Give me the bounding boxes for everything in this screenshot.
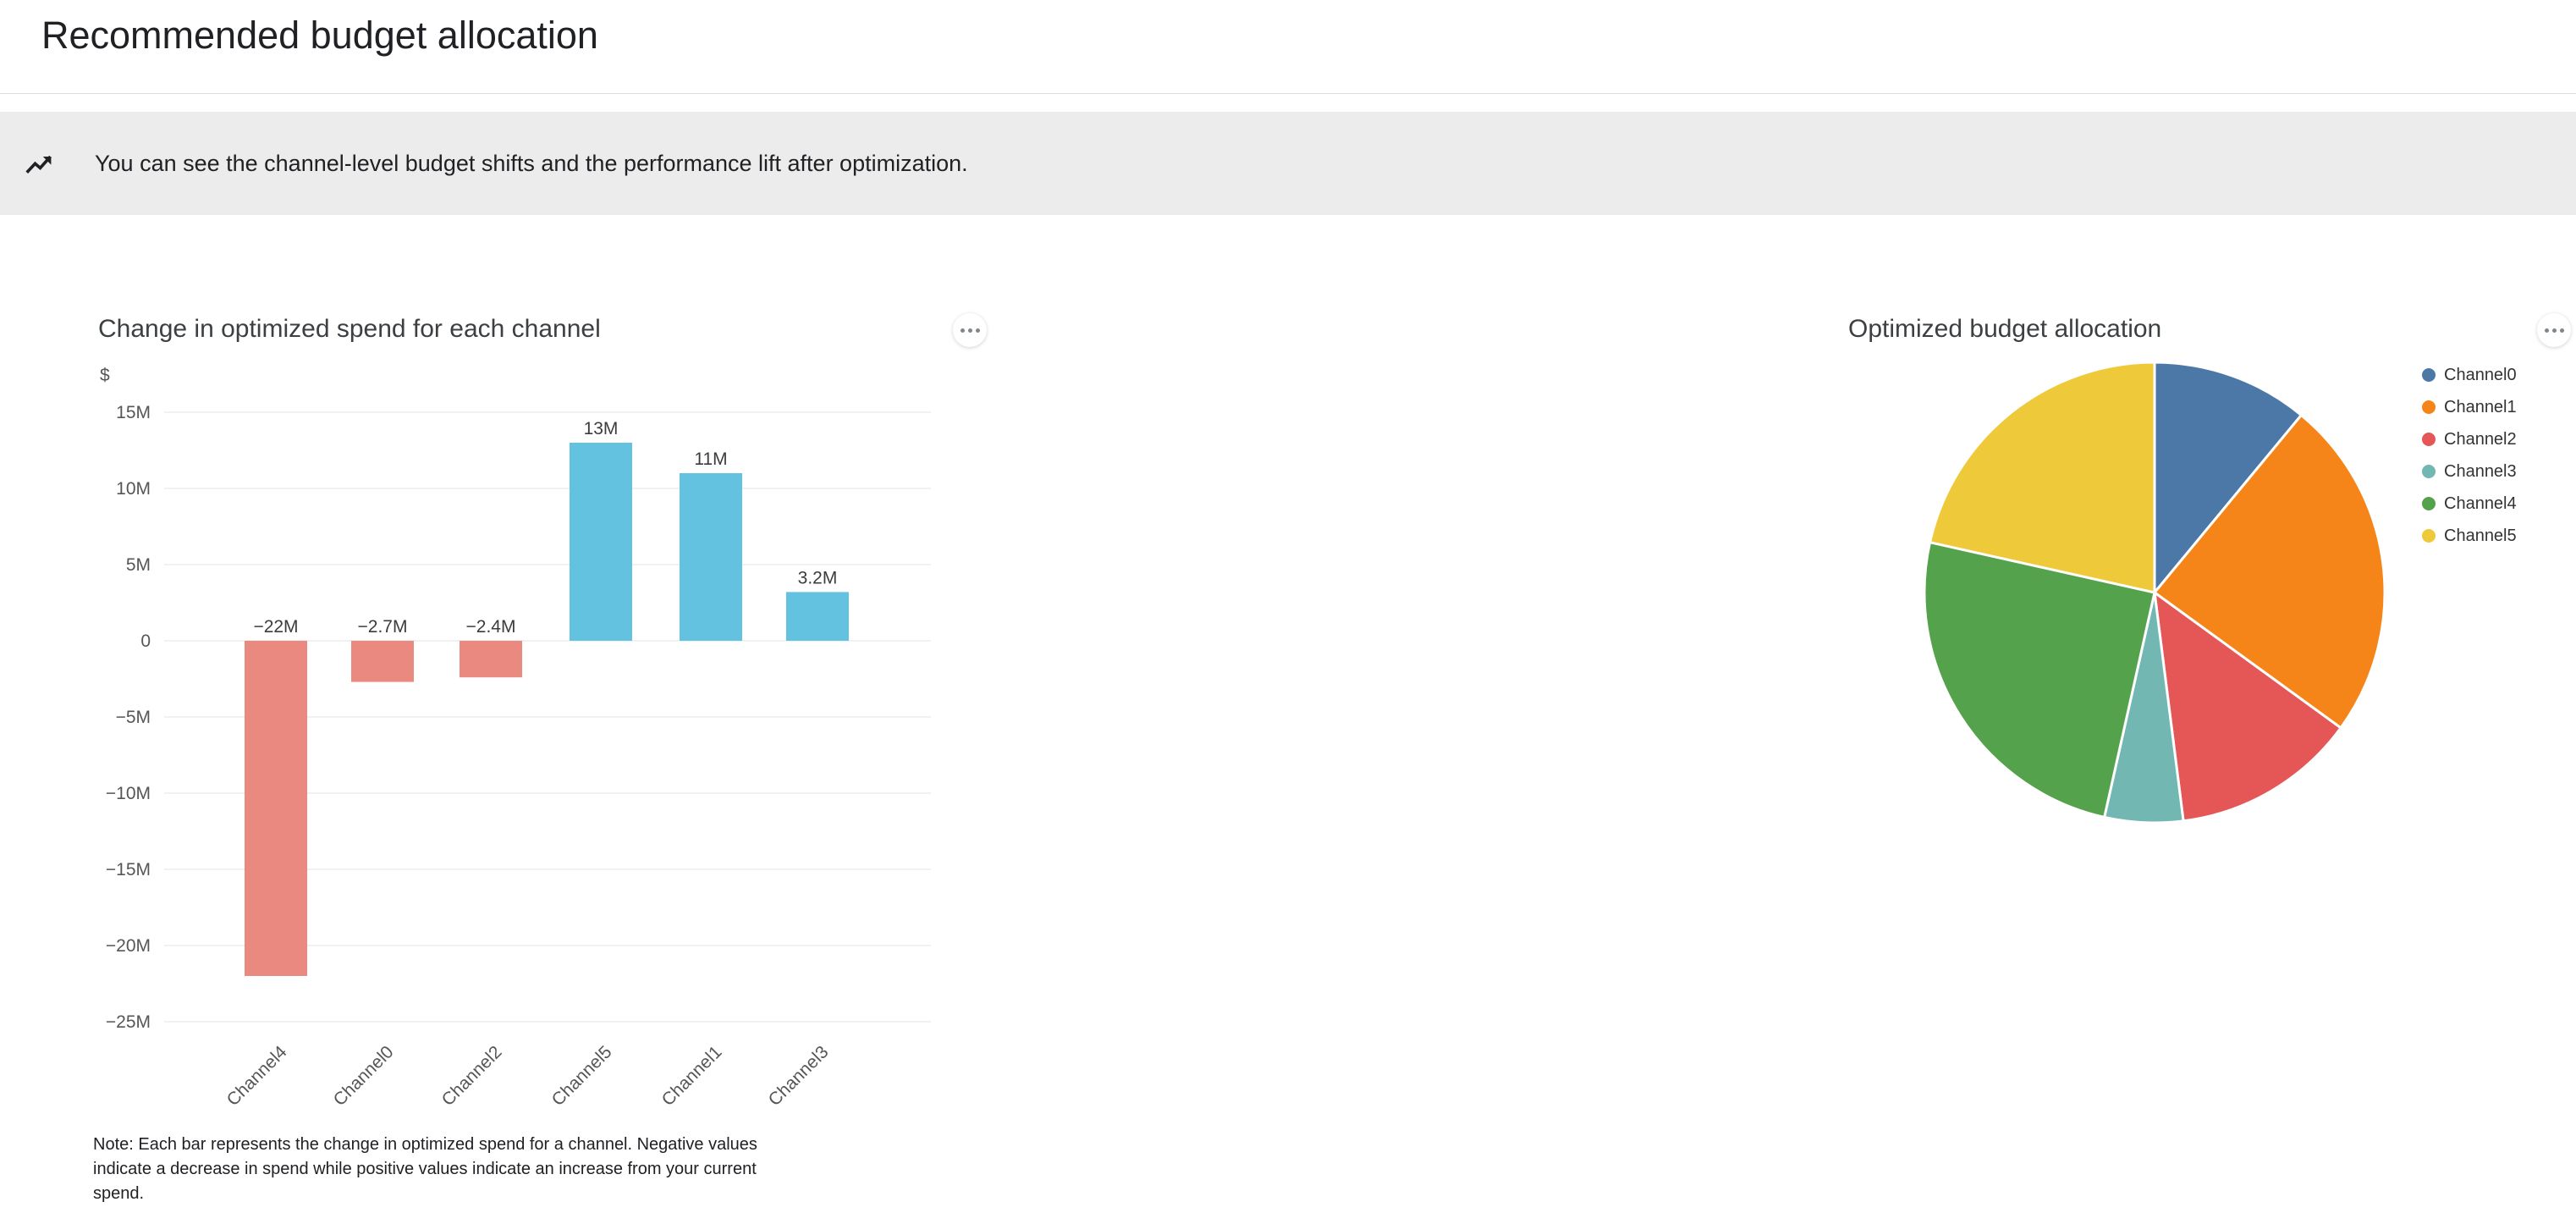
more-options-icon xyxy=(960,328,965,333)
pie-slice-Channel2 xyxy=(2153,589,2343,823)
header-divider xyxy=(0,93,2576,94)
y-axis-tick-label: 10M xyxy=(116,479,151,499)
bar-Channel2 xyxy=(460,641,522,678)
allocation-pie xyxy=(1923,361,2386,824)
pie-slice-Channel1 xyxy=(2152,413,2386,730)
legend-label: Channel4 xyxy=(2444,493,2517,513)
x-axis-tick-label: Channel3 xyxy=(765,1042,833,1110)
bar-chart-note: Note: Each bar represents the change in … xyxy=(93,1135,757,1203)
more-options-icon xyxy=(975,328,980,333)
pie-chart-title: Optimized budget allocation xyxy=(1848,315,2162,343)
pie-slice-Channel5 xyxy=(1928,361,2156,594)
bar-value-label: −2.7M xyxy=(358,617,408,637)
legend-swatch-icon xyxy=(2422,400,2436,414)
more-options-icon xyxy=(2551,328,2557,333)
legend-item: Channel5 xyxy=(2422,520,2517,552)
y-axis-tick-label: 0 xyxy=(140,631,151,651)
legend-swatch-icon xyxy=(2422,433,2436,446)
y-axis-tick-label: 5M xyxy=(126,555,151,575)
more-options-icon xyxy=(967,328,972,333)
bar-Channel3 xyxy=(786,592,849,641)
banner-text: You can see the channel-level budget shi… xyxy=(95,150,968,176)
bar-Channel0 xyxy=(351,641,414,682)
legend-label: Channel5 xyxy=(2444,526,2517,545)
legend-swatch-icon xyxy=(2422,465,2436,478)
bar-value-label: −2.4M xyxy=(466,617,516,637)
x-axis-tick-label: Channel2 xyxy=(438,1042,506,1110)
pie-legend: Channel0 Channel1 Channel2 Channel3 Channel4… xyxy=(2422,359,2517,552)
y-axis-tick-label: −5M xyxy=(116,708,151,727)
bar-chart-title: Change in optimized spend for each chann… xyxy=(98,315,601,343)
legend-item: Channel4 xyxy=(2422,488,2517,520)
y-axis-tick-label: −15M xyxy=(106,860,151,879)
bar-Channel5 xyxy=(570,443,632,641)
bar-value-label: 3.2M xyxy=(798,568,838,587)
x-axis-tick-label: Channel5 xyxy=(548,1042,616,1110)
legend-item: Channel3 xyxy=(2422,455,2517,488)
legend-label: Channel3 xyxy=(2444,461,2517,481)
legend-swatch-icon xyxy=(2422,497,2436,510)
insights-icon xyxy=(25,155,52,174)
legend-swatch-icon xyxy=(2422,368,2436,382)
y-axis-tick-label: −20M xyxy=(106,936,151,956)
y-axis-tick-label: −10M xyxy=(106,784,151,803)
legend-item: Channel1 xyxy=(2422,391,2517,423)
legend-item: Channel2 xyxy=(2422,423,2517,455)
bar-Channel4 xyxy=(245,641,307,976)
legend-item: Channel0 xyxy=(2422,359,2517,391)
legend-label: Channel2 xyxy=(2444,429,2517,449)
bar-Channel1 xyxy=(680,473,742,641)
bar-chart-menu-button[interactable] xyxy=(953,313,987,347)
pie-slice-Channel4 xyxy=(1923,540,2156,819)
pie-chart-menu-button[interactable] xyxy=(2537,313,2571,347)
bar-value-label: 13M xyxy=(584,419,619,438)
y-axis-tick-label: −25M xyxy=(106,1012,151,1032)
x-axis-tick-label: Channel4 xyxy=(223,1042,291,1110)
bar-value-label: 11M xyxy=(694,449,727,469)
y-axis-tick-label: 15M xyxy=(116,403,151,422)
y-axis-title: $ xyxy=(100,366,110,385)
more-options-icon xyxy=(2559,328,2564,333)
x-axis-tick-label: Channel1 xyxy=(658,1042,726,1110)
pie-slice-Channel0 xyxy=(2153,361,2304,597)
legend-label: Channel0 xyxy=(2444,365,2517,384)
bar-value-label: −22M xyxy=(253,617,298,637)
x-axis-tick-label: Channel0 xyxy=(330,1042,398,1110)
legend-swatch-icon xyxy=(2422,529,2436,543)
info-banner: You can see the channel-level budget shi… xyxy=(0,112,2576,215)
legend-label: Channel1 xyxy=(2444,397,2517,416)
more-options-icon xyxy=(2544,328,2549,333)
page-title: Recommended budget allocation xyxy=(41,14,598,57)
spend-delta-plot: 15M 10M 5M 0 −5M −10M −15M −20M −25M $ −22M Channel… xyxy=(100,366,931,1110)
